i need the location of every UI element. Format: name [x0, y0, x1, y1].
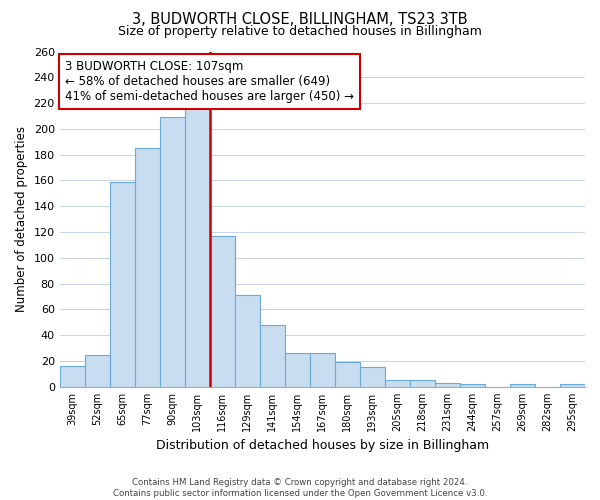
Bar: [85, 354, 110, 387]
Bar: [335, 362, 360, 387]
Bar: [185, 107, 210, 387]
Bar: [460, 384, 485, 387]
Bar: [59, 366, 85, 387]
Text: 3, BUDWORTH CLOSE, BILLINGHAM, TS23 3TB: 3, BUDWORTH CLOSE, BILLINGHAM, TS23 3TB: [132, 12, 468, 28]
Bar: [135, 148, 160, 387]
Bar: [235, 295, 260, 387]
Bar: [210, 236, 235, 387]
Bar: [260, 325, 285, 387]
Text: Size of property relative to detached houses in Billingham: Size of property relative to detached ho…: [118, 24, 482, 38]
Bar: [560, 384, 585, 387]
Bar: [110, 182, 135, 387]
Y-axis label: Number of detached properties: Number of detached properties: [15, 126, 28, 312]
X-axis label: Distribution of detached houses by size in Billingham: Distribution of detached houses by size …: [156, 440, 489, 452]
Text: 3 BUDWORTH CLOSE: 107sqm
← 58% of detached houses are smaller (649)
41% of semi-: 3 BUDWORTH CLOSE: 107sqm ← 58% of detach…: [65, 60, 354, 103]
Bar: [435, 383, 460, 387]
Bar: [160, 118, 185, 387]
Bar: [385, 380, 410, 387]
Bar: [285, 354, 310, 387]
Text: Contains HM Land Registry data © Crown copyright and database right 2024.
Contai: Contains HM Land Registry data © Crown c…: [113, 478, 487, 498]
Bar: [310, 354, 335, 387]
Bar: [410, 380, 435, 387]
Bar: [360, 368, 385, 387]
Bar: [510, 384, 535, 387]
